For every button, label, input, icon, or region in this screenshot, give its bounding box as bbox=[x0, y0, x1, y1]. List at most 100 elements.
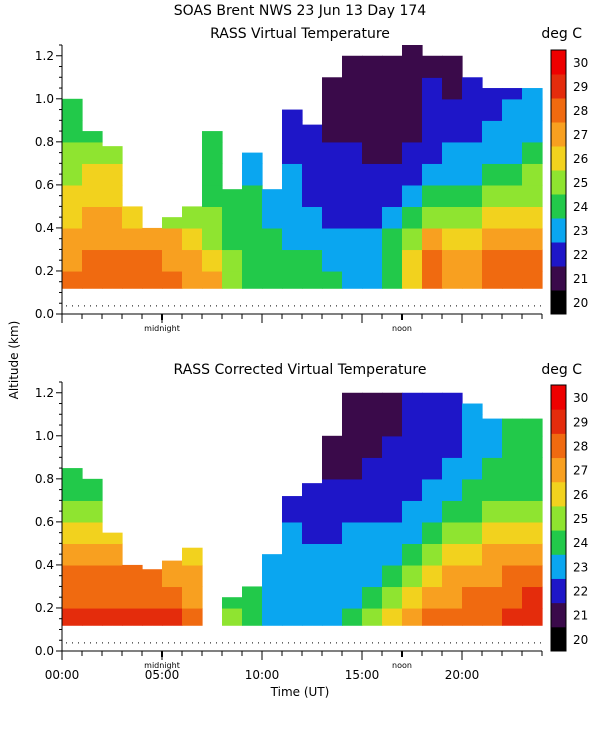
surface-dot bbox=[120, 305, 121, 307]
y-tick-label: 0.2 bbox=[35, 264, 54, 278]
surface-dot bbox=[210, 642, 211, 644]
heatmap-cell bbox=[302, 163, 323, 186]
surface-dot bbox=[414, 305, 415, 307]
surface-dot bbox=[246, 642, 247, 644]
colorbar-label: 27 bbox=[573, 464, 588, 478]
heatmap-cell bbox=[522, 270, 543, 289]
heatmap-cell bbox=[442, 392, 463, 415]
heatmap-cell bbox=[402, 478, 423, 501]
heatmap-cell bbox=[102, 206, 123, 229]
heatmap-cell bbox=[502, 98, 523, 121]
heatmap-cell bbox=[422, 457, 443, 480]
surface-dot bbox=[306, 305, 307, 307]
colorbar-label: 24 bbox=[573, 536, 588, 550]
heatmap-cell bbox=[362, 414, 383, 437]
surface-dot bbox=[138, 642, 139, 644]
surface-dot bbox=[444, 305, 445, 307]
surface-dot bbox=[138, 305, 139, 307]
heatmap-cell bbox=[342, 543, 363, 566]
heatmap-cell bbox=[82, 131, 103, 143]
y-tick-label: 0.6 bbox=[35, 515, 54, 529]
colorbar-swatch bbox=[551, 146, 566, 171]
heatmap-cell bbox=[322, 270, 343, 289]
time-annotations: midnight noon bbox=[144, 314, 412, 333]
heatmap-cell bbox=[442, 543, 463, 566]
colorbar-swatch bbox=[551, 530, 566, 555]
surface-dot bbox=[534, 305, 535, 307]
y-tick-label: 1.0 bbox=[35, 429, 54, 443]
heatmap-cell bbox=[522, 500, 543, 523]
heatmap-cell bbox=[442, 249, 463, 272]
surface-dot bbox=[126, 305, 127, 307]
surface-dot bbox=[234, 642, 235, 644]
heatmap-cell bbox=[322, 543, 343, 566]
heatmap-cell bbox=[362, 457, 383, 480]
heatmap-cell bbox=[82, 500, 103, 523]
surface-dot bbox=[198, 642, 199, 644]
x-tick-label: 05:00 bbox=[145, 668, 180, 682]
heatmap-cell bbox=[482, 141, 503, 164]
surface-dot bbox=[198, 305, 199, 307]
surface-dot bbox=[162, 305, 163, 307]
x-tick-label: 00:00 bbox=[45, 668, 80, 682]
heatmap-cell bbox=[362, 227, 383, 251]
colorbar-swatch bbox=[551, 218, 566, 243]
surface-dot bbox=[492, 642, 493, 644]
heatmap-cell bbox=[62, 249, 83, 272]
surface-dot bbox=[480, 305, 481, 307]
heatmap-cell bbox=[322, 98, 343, 121]
heatmap-cell bbox=[442, 55, 463, 78]
surface-dot bbox=[312, 642, 313, 644]
heatmap-cell bbox=[262, 564, 283, 588]
colorbar-label: 28 bbox=[573, 439, 588, 453]
surface-dot bbox=[354, 642, 355, 644]
heatmap-cell bbox=[502, 418, 523, 437]
heatmap-cell bbox=[122, 270, 143, 289]
heatmap-cell bbox=[202, 270, 223, 289]
surface-dot bbox=[144, 642, 145, 644]
surface-dot bbox=[510, 305, 511, 307]
surface-dot bbox=[390, 642, 391, 644]
heatmap-cell bbox=[522, 543, 543, 566]
surface-dots bbox=[66, 305, 541, 307]
heatmap-cell bbox=[62, 270, 83, 289]
heatmap-cell bbox=[382, 141, 403, 164]
heatmap-cell bbox=[162, 586, 183, 609]
heatmap-cell bbox=[302, 543, 323, 566]
heatmap-cell bbox=[362, 521, 383, 544]
heatmap-cell bbox=[282, 607, 303, 626]
heatmap-cell bbox=[362, 55, 383, 78]
heatmap-cell bbox=[382, 163, 403, 186]
heatmap-cell bbox=[362, 543, 383, 566]
heatmap-cell bbox=[222, 597, 243, 609]
heatmap-cell bbox=[82, 478, 103, 501]
surface-dot bbox=[336, 305, 337, 307]
heatmap-cell bbox=[82, 163, 103, 186]
heatmap-cell bbox=[62, 98, 83, 121]
heatmap-cell bbox=[522, 184, 543, 207]
heatmap-cell bbox=[522, 120, 543, 143]
heatmap-cell bbox=[442, 586, 463, 609]
heatmap-cell bbox=[322, 586, 343, 609]
surface-dot bbox=[408, 305, 409, 307]
surface-dot bbox=[252, 642, 253, 644]
colorbar-label: 29 bbox=[573, 80, 588, 94]
heatmap-cell bbox=[522, 418, 543, 437]
surface-dot bbox=[246, 305, 247, 307]
heatmap-cell bbox=[482, 249, 503, 272]
surface-dot bbox=[486, 305, 487, 307]
panel-top-units: deg C bbox=[541, 26, 582, 42]
heatmap-cell bbox=[342, 564, 363, 588]
heatmap-cell bbox=[382, 435, 403, 458]
surface-dot bbox=[372, 642, 373, 644]
surface-dot bbox=[276, 642, 277, 644]
surface-dot bbox=[96, 642, 97, 644]
colorbar-label: 22 bbox=[573, 248, 588, 262]
colorbar-swatch bbox=[551, 578, 566, 604]
heatmap-cell bbox=[302, 184, 323, 207]
surface-dot bbox=[300, 642, 301, 644]
heatmap-cell bbox=[242, 227, 263, 251]
surface-dot bbox=[390, 305, 391, 307]
colorbar-label: 20 bbox=[573, 633, 588, 647]
heatmap-cell bbox=[502, 270, 523, 289]
